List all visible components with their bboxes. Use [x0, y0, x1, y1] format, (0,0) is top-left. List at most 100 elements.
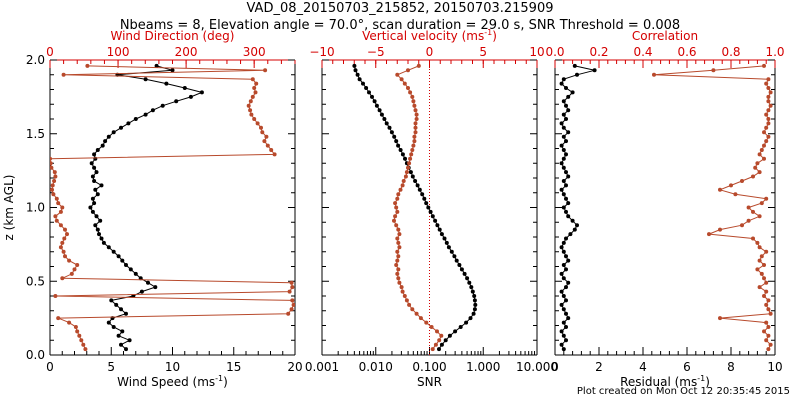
- vertical-velocity-panel-vertical-velocity-point: [397, 245, 402, 250]
- residual-panel-correlation-point: [762, 294, 766, 298]
- wind-panel-wind-direction-point: [58, 223, 63, 228]
- vertical-velocity-panel-vertical-velocity-point: [412, 103, 417, 108]
- wind-panel-wind-speed-point: [90, 174, 95, 179]
- residual-panel-correlation-point: [757, 245, 762, 250]
- residual-panel-correlation-point: [766, 77, 771, 82]
- residual-panel-x-tick-label: 0: [551, 360, 559, 374]
- wind-panel-wind-speed-point: [128, 267, 133, 272]
- vertical-velocity-panel-x-tick-label: 1.000: [466, 360, 500, 374]
- vertical-velocity-panel-snr-point: [387, 125, 392, 130]
- vertical-velocity-panel-vertical-velocity-point: [412, 134, 417, 139]
- residual-panel-residual-point: [559, 245, 564, 250]
- vertical-velocity-panel-snr-point: [413, 179, 418, 183]
- residual-panel-correlation-point: [762, 276, 766, 281]
- wind-panel-wind-speed-point: [124, 311, 128, 316]
- vertical-velocity-panel-vertical-velocity-point: [396, 254, 401, 259]
- wind-panel-wind-direction-point: [50, 165, 54, 170]
- wind-panel-wind-speed-point: [95, 148, 100, 152]
- wind-panel-wind-direction-point: [67, 320, 72, 325]
- wind-panel-wind-direction-point: [81, 342, 86, 347]
- wind-panel-wind-speed-point: [98, 218, 103, 223]
- vertical-velocity-panel-snr-point: [377, 108, 382, 113]
- wind-panel-wind-speed-point: [99, 183, 104, 188]
- residual-panel-correlation-point: [757, 214, 762, 219]
- residual-panel-residual-point: [559, 271, 564, 276]
- vertical-velocity-panel-vertical-velocity-point: [394, 223, 399, 228]
- wind-panel-wind-speed-point: [89, 161, 94, 166]
- residual-panel-residual-point: [561, 148, 566, 152]
- vertical-velocity-panel-snr-point: [379, 112, 384, 117]
- vertical-velocity-panel-snr-point: [471, 311, 476, 316]
- vertical-velocity-panel-vertical-velocity-point: [402, 81, 407, 86]
- vertical-velocity-panel-snr-point: [472, 298, 477, 303]
- vertical-velocity-panel-vertical-velocity-point: [396, 240, 401, 245]
- vertical-velocity-panel-snr-point: [403, 156, 407, 161]
- residual-panel-correlation-point: [740, 179, 744, 183]
- residual-panel-residual-point: [564, 117, 568, 121]
- vertical-velocity-panel-vertical-velocity-point: [413, 125, 418, 130]
- vertical-velocity-panel-snr-point: [384, 121, 389, 126]
- residual-panel-correlation-point: [764, 139, 769, 144]
- wind-panel-wind-speed-point: [119, 307, 123, 312]
- wind-panel-wind-speed-point: [199, 90, 204, 95]
- wind-panel-wind-direction-point: [290, 298, 295, 303]
- residual-panel-residual-point: [559, 161, 564, 166]
- residual-panel-correlation-point: [718, 316, 722, 321]
- residual-panel-correlation-point: [751, 236, 755, 241]
- wind-panel-wind-direction-point: [53, 294, 58, 298]
- residual-panel-residual-point: [559, 121, 564, 126]
- wind-panel-x-axis-title: Wind Speed (ms-1): [117, 374, 228, 389]
- residual-panel-residual-point: [561, 179, 566, 183]
- vertical-velocity-panel-vertical-velocity-point: [414, 117, 419, 121]
- vertical-velocity-panel-vertical-velocity-point: [395, 209, 400, 214]
- vertical-velocity-panel-snr-point: [462, 271, 467, 276]
- residual-panel-residual-point: [575, 72, 579, 77]
- vertical-velocity-panel-snr-point: [470, 289, 475, 294]
- vertical-velocity-panel-vertical-velocity-point: [411, 143, 416, 148]
- wind-panel-wind-speed-point: [101, 240, 106, 245]
- residual-panel-correlation-point: [757, 258, 762, 263]
- wind-panel-wind-direction-point: [246, 103, 251, 108]
- vertical-velocity-panel-vertical-velocity-point: [418, 316, 423, 321]
- wind-panel-wind-speed-point: [103, 139, 108, 144]
- wind-panel-wind-speed-point: [120, 329, 125, 334]
- residual-panel-correlation-point: [762, 130, 766, 135]
- vertical-velocity-panel-vertical-velocity-point: [398, 187, 403, 192]
- vertical-velocity-panel-vertical-velocity-point: [399, 77, 404, 82]
- residual-panel-top-tick-label: 0.0: [545, 45, 564, 59]
- wind-panel-wind-direction-point: [289, 280, 294, 285]
- residual-panel-correlation-point: [764, 125, 769, 130]
- residual-panel-correlation-point: [707, 232, 711, 237]
- wind-panel-wind-speed-point: [94, 214, 99, 219]
- vertical-velocity-panel-vertical-velocity-point: [413, 130, 418, 135]
- residual-panel-correlation-point: [729, 183, 733, 188]
- residual-panel-residual-point: [559, 289, 564, 294]
- vertical-velocity-panel-vertical-velocity-point: [397, 232, 402, 237]
- residual-panel-residual-point: [564, 298, 568, 303]
- vertical-velocity-panel-vertical-velocity-point: [439, 333, 444, 338]
- wind-panel-wind-speed-point: [92, 152, 97, 157]
- vertical-velocity-panel-vertical-velocity-point: [408, 156, 413, 161]
- wind-panel-y-tick-label: 1.5: [26, 127, 45, 141]
- wind-panel-top-tick-label: 200: [175, 45, 198, 59]
- wind-panel-wind-speed-point: [116, 333, 121, 338]
- vertical-velocity-panel-snr-point: [382, 117, 387, 121]
- wind-panel-wind-direction-point: [73, 325, 78, 329]
- residual-panel-residual-point: [592, 68, 597, 73]
- vertical-velocity-panel-snr-point: [389, 130, 394, 135]
- vertical-velocity-panel-x-tick-label: 0.100: [412, 360, 446, 374]
- vertical-velocity-panel-snr-point: [435, 223, 440, 228]
- residual-panel-residual-point: [572, 227, 577, 232]
- wind-panel-x-tick-label: 5: [107, 360, 115, 374]
- vertical-velocity-panel-x-tick-label: 0.001: [305, 360, 339, 374]
- residual-panel-residual-point: [561, 156, 566, 161]
- wind-panel-wind-speed-point: [95, 227, 100, 232]
- residual-panel-residual-point: [566, 316, 571, 321]
- wind-panel-wind-direction-point: [58, 245, 63, 250]
- wind-panel-top-tick-label: 0: [46, 45, 54, 59]
- vertical-velocity-panel-vertical-velocity-point: [395, 271, 400, 276]
- residual-panel-x-axis-title: Residual (ms-1): [620, 374, 710, 389]
- residual-panel-residual-point: [566, 214, 571, 219]
- residual-panel-residual-point: [564, 325, 568, 329]
- vertical-velocity-panel-vertical-velocity-point: [393, 201, 398, 206]
